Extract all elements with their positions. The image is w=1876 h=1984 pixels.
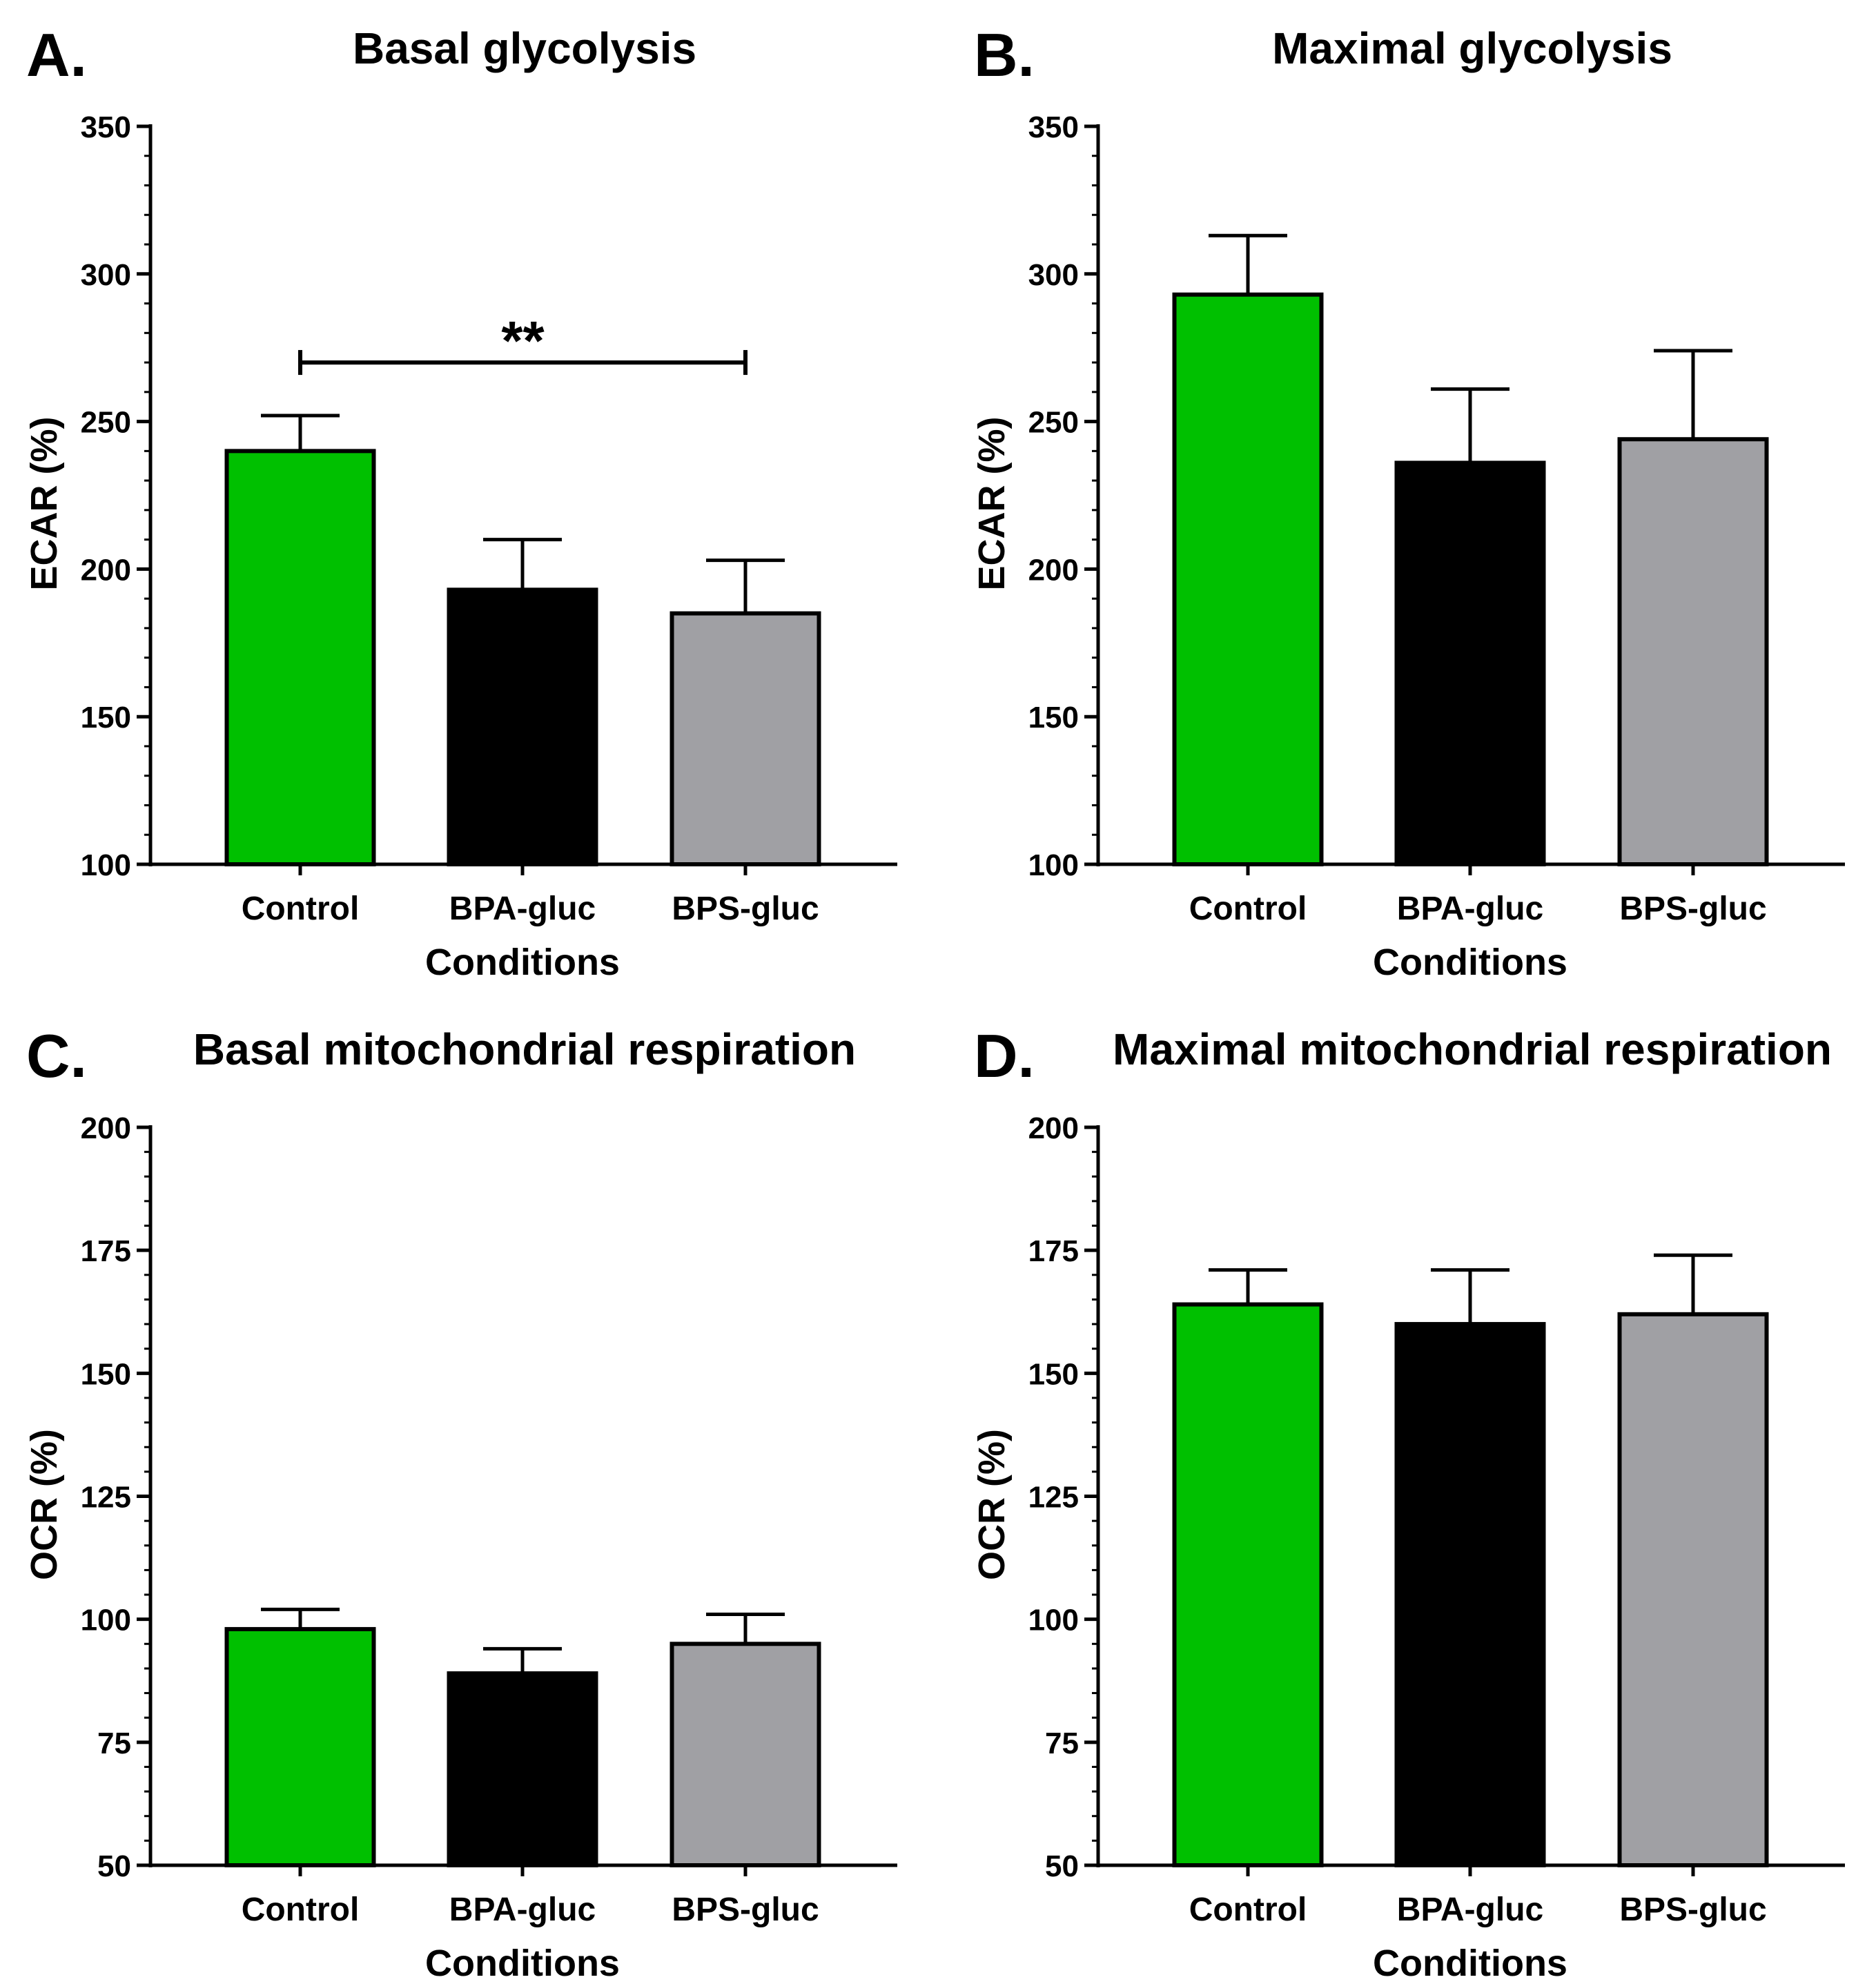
- x-tick-label: Control: [242, 1891, 360, 1928]
- chart-title: Maximal mitochondrial respiration: [1113, 1024, 1832, 1074]
- chart-panel-3: D. Maximal mitochondrial respiration Contr…: [971, 1022, 1845, 1984]
- significance-label: **: [501, 310, 545, 371]
- y-tick-label: 125: [81, 1481, 131, 1515]
- y-tick-label: 150: [1028, 701, 1079, 735]
- y-tick-label: 200: [1028, 1111, 1079, 1145]
- y-tick-label: 100: [1028, 1604, 1079, 1637]
- chart-panel-0: A. Basal glycolysis Control BPA-gluc BPS-glu…: [23, 21, 897, 983]
- y-tick-label: 250: [1028, 406, 1079, 440]
- y-tick-label: 350: [1028, 110, 1079, 144]
- y-tick-label: 350: [81, 110, 131, 144]
- y-axis-label: ECAR (%): [971, 417, 1013, 591]
- bar-control: [1172, 292, 1324, 866]
- bar-bps-gluc: [1617, 437, 1769, 866]
- bar-bpa-gluc: [1394, 460, 1546, 866]
- chart-title: Maximal glycolysis: [1272, 23, 1672, 73]
- x-tick-label: BPS-gluc: [672, 1891, 819, 1928]
- y-tick-label: 150: [81, 1357, 131, 1391]
- bar-control: [224, 449, 376, 866]
- bar-bpa-gluc: [447, 587, 598, 866]
- y-axis-label: ECAR (%): [23, 417, 65, 591]
- y-tick-label: 125: [1028, 1481, 1079, 1515]
- y-tick-label: 200: [1028, 553, 1079, 587]
- y-axis-label: OCR (%): [23, 1429, 65, 1580]
- x-axis-label: Conditions: [425, 942, 620, 983]
- bar-bpa-gluc: [447, 1671, 598, 1867]
- panel-label: C.: [26, 1022, 87, 1090]
- chart-panel-1: B. Maximal glycolysis Control BPA-gluc BPS-g…: [971, 21, 1845, 983]
- chart-title: Basal mitochondrial respiration: [193, 1024, 856, 1074]
- y-tick-label: 300: [1028, 258, 1079, 292]
- y-tick-label: 75: [97, 1727, 131, 1760]
- y-tick-label: 250: [81, 406, 131, 440]
- x-tick-label: Control: [1189, 1891, 1307, 1928]
- bar-bps-gluc: [670, 611, 821, 866]
- y-tick-label: 50: [1045, 1849, 1079, 1883]
- chart-title: Basal glycolysis: [353, 23, 696, 73]
- y-tick-label: 300: [81, 258, 131, 292]
- y-axis-label: OCR (%): [971, 1429, 1013, 1580]
- y-tick-label: 200: [81, 553, 131, 587]
- x-axis-label: Conditions: [1373, 1943, 1567, 1984]
- x-tick-label: Control: [1189, 891, 1307, 927]
- y-tick-label: 75: [1045, 1727, 1079, 1760]
- x-tick-label: BPA-gluc: [1397, 1891, 1543, 1928]
- bar-control: [224, 1626, 376, 1867]
- x-tick-label: BPS-gluc: [1619, 891, 1766, 927]
- x-tick-label: BPS-gluc: [672, 891, 819, 927]
- x-axis-label: Conditions: [425, 1943, 620, 1984]
- y-tick-label: 100: [1028, 848, 1079, 882]
- bar-bps-gluc: [670, 1642, 821, 1867]
- panel-label: B.: [974, 21, 1035, 89]
- bar-control: [1172, 1302, 1324, 1867]
- panel-label: A.: [26, 21, 87, 89]
- x-tick-label: BPA-gluc: [449, 1891, 596, 1928]
- x-tick-label: Control: [242, 891, 360, 927]
- y-tick-label: 200: [81, 1111, 131, 1145]
- y-tick-label: 150: [1028, 1357, 1079, 1391]
- x-axis-label: Conditions: [1373, 942, 1567, 983]
- x-tick-label: BPA-gluc: [1397, 891, 1543, 927]
- x-tick-label: BPS-gluc: [1619, 1891, 1766, 1928]
- chart-panel-2: C. Basal mitochondrial respiration Control…: [23, 1022, 897, 1984]
- y-tick-label: 175: [1028, 1234, 1079, 1268]
- bar-bps-gluc: [1617, 1312, 1769, 1867]
- panel-label: D.: [974, 1022, 1035, 1090]
- y-tick-label: 100: [81, 1604, 131, 1637]
- x-tick-label: BPA-gluc: [449, 891, 596, 927]
- y-tick-label: 50: [97, 1849, 131, 1883]
- y-tick-label: 150: [81, 701, 131, 735]
- bar-bpa-gluc: [1394, 1322, 1546, 1868]
- y-tick-label: 100: [81, 848, 131, 882]
- y-tick-label: 175: [81, 1234, 131, 1268]
